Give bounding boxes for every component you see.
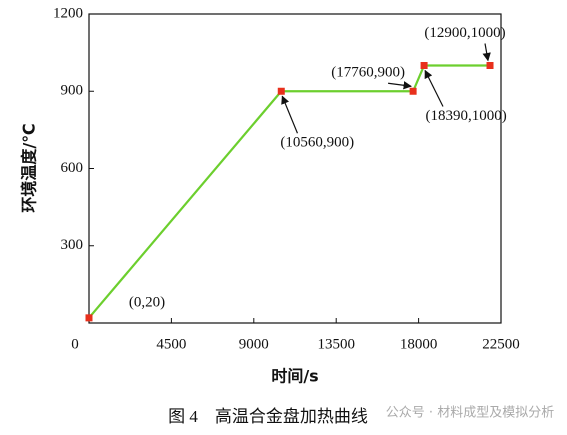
y-tick-label: 1200 <box>53 5 83 21</box>
annotation: (18390,1000) <box>425 108 506 124</box>
x-tick-label: 22500 <box>482 336 520 352</box>
y-tick-label: 300 <box>61 237 84 253</box>
x-tick-label: 9000 <box>239 336 269 352</box>
data-point <box>420 62 428 69</box>
caption: 图 4 高温合金盘加热曲线 <box>168 407 368 426</box>
data-line <box>88 64 491 319</box>
data-point <box>409 87 417 95</box>
y-tick-label: 600 <box>61 160 84 176</box>
annotation-arrow <box>281 95 299 134</box>
x-tick-label: 18000 <box>400 336 438 352</box>
data-point <box>85 314 93 322</box>
annotation: (10560,900) <box>280 135 354 151</box>
x-axis-title: 时间/s <box>271 367 318 386</box>
plot-frame <box>88 13 502 324</box>
annotation: (17760,900) <box>331 65 405 81</box>
x-tick-label: 13500 <box>317 336 355 352</box>
data-point <box>486 62 494 69</box>
y-axis-title: 环境温度/℃ <box>20 123 39 212</box>
annotation: (0,20) <box>129 294 165 310</box>
x-tick-label: 4500 <box>156 336 186 352</box>
y-tick-label: 900 <box>61 83 84 99</box>
x-tick-label: 0 <box>71 336 79 352</box>
annotation-arrow <box>424 69 444 107</box>
annotation: (12900,1000) <box>424 25 505 41</box>
watermark: 公众号 · 材料成型及模拟分析 <box>386 406 554 421</box>
annotation-arrow <box>388 81 412 90</box>
data-point <box>277 87 285 95</box>
annotation-arrow <box>482 43 491 62</box>
